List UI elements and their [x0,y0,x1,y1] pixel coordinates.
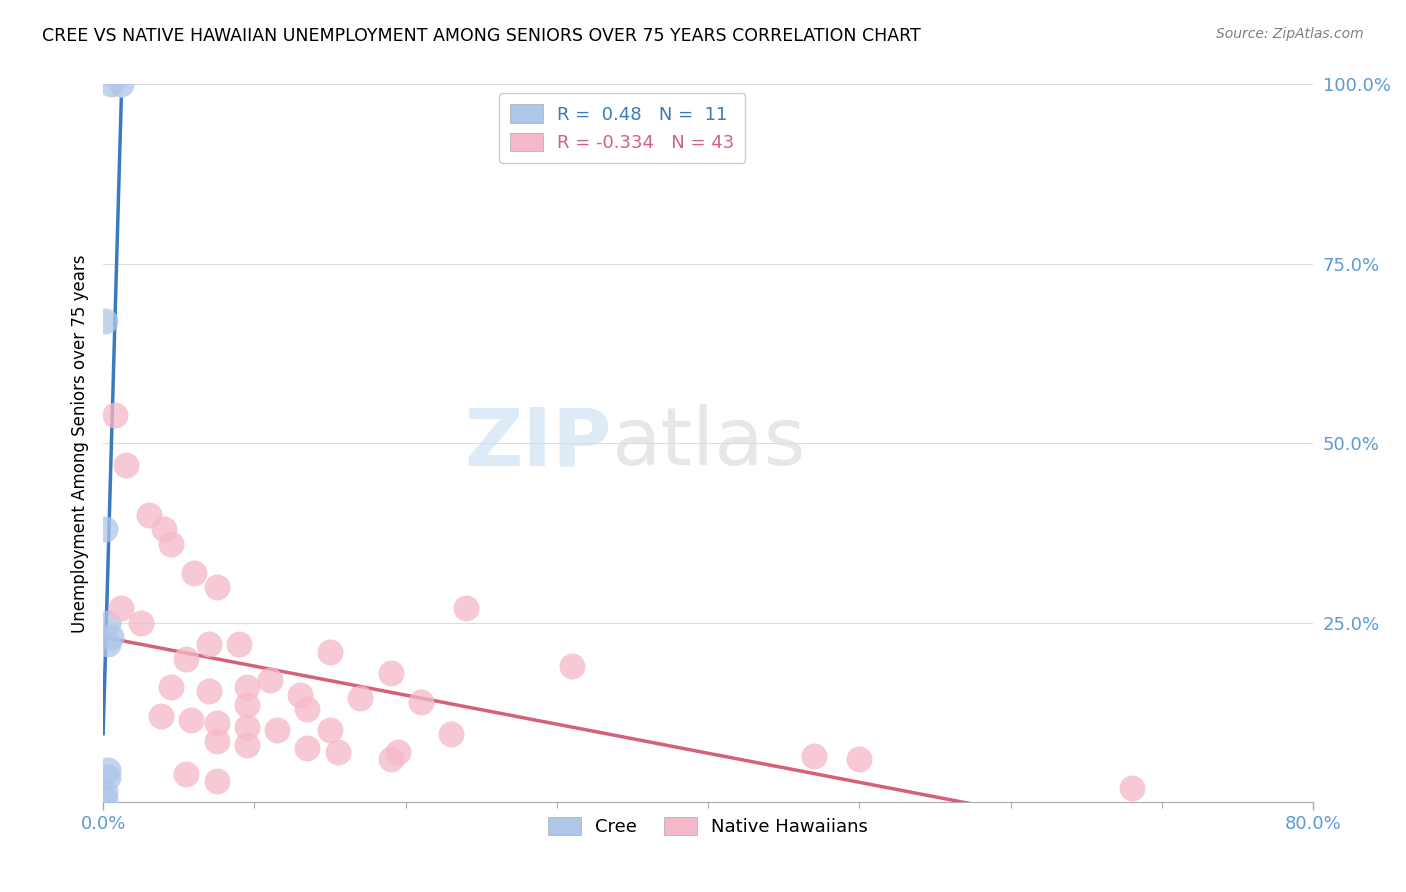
Point [198,684,221,698]
Point [104,408,127,422]
Text: ZIP: ZIP [464,404,612,483]
Point [456,601,478,615]
Point [409,695,432,709]
Point [349,691,371,706]
Point [561,659,583,673]
Point [110,601,132,615]
Point [205,773,228,788]
Point [387,745,409,759]
Point [138,508,160,523]
Point [160,681,183,695]
Y-axis label: Unemployment Among Seniors over 75 years: Unemployment Among Seniors over 75 years [72,254,89,632]
Point [803,748,825,763]
Point [380,666,402,681]
Point [129,615,152,630]
Point [183,566,205,580]
Point [440,727,463,741]
Point [97,615,120,630]
Point [114,458,136,472]
Point [205,734,228,748]
Text: Source: ZipAtlas.com: Source: ZipAtlas.com [1216,27,1364,41]
Point [100,78,122,92]
Point [326,745,349,759]
Point [100,630,122,644]
Point [319,723,342,738]
Text: atlas: atlas [612,404,806,483]
Point [93,523,115,537]
Point [97,770,120,784]
Point [228,637,250,651]
Point [848,752,870,766]
Point [266,723,288,738]
Point [160,537,183,551]
Point [380,752,402,766]
Point [149,709,172,723]
Point [259,673,281,688]
Point [176,651,198,665]
Point [236,698,259,713]
Point [93,791,115,805]
Point [319,644,342,658]
Point [97,637,120,651]
Point [93,784,115,798]
Point [205,580,228,594]
Point [97,763,120,777]
Text: CREE VS NATIVE HAWAIIAN UNEMPLOYMENT AMONG SENIORS OVER 75 YEARS CORRELATION CHA: CREE VS NATIVE HAWAIIAN UNEMPLOYMENT AMO… [42,27,921,45]
Point [180,713,202,727]
Point [198,637,221,651]
Point [152,523,174,537]
Point [93,314,115,328]
Point [236,720,259,734]
Point [288,688,311,702]
Point [1121,780,1143,795]
Point [176,766,198,780]
Point [110,78,132,92]
Point [236,738,259,752]
Legend: Cree, Native Hawaiians: Cree, Native Hawaiians [541,810,876,844]
Point [297,702,319,716]
Point [236,681,259,695]
Point [297,741,319,756]
Point [205,716,228,731]
